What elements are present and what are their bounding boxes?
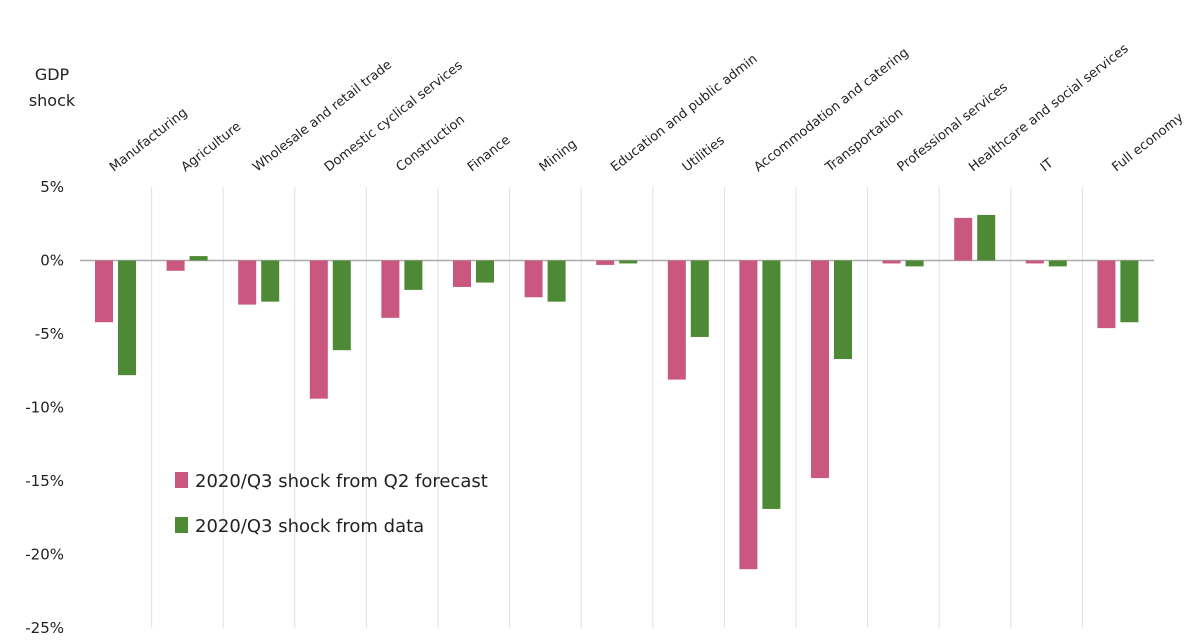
bar <box>1025 260 1044 264</box>
y-tick-label: 5% <box>40 178 64 196</box>
bar <box>1120 260 1139 323</box>
bar <box>476 260 494 283</box>
y-tick-label: -20% <box>25 546 64 564</box>
bar <box>619 260 638 264</box>
bar <box>739 260 758 570</box>
bar <box>1048 260 1067 267</box>
x-tick-label: Education and public admin <box>608 52 760 176</box>
bar <box>667 260 686 380</box>
bar <box>882 260 901 264</box>
y-axis-label: GDP shock <box>28 65 76 110</box>
y-tick-label: -25% <box>25 619 64 637</box>
bar <box>762 260 781 509</box>
bar <box>453 260 471 287</box>
bar <box>95 260 113 323</box>
bar <box>1097 260 1116 329</box>
x-tick-label: Full economy <box>1109 110 1186 175</box>
y-tick-label: -10% <box>25 399 64 417</box>
x-tick-label: Mining <box>537 137 580 175</box>
x-tick-label: Finance <box>465 133 513 175</box>
legend-label: 2020/Q3 shock from data <box>195 516 424 537</box>
bar <box>954 217 973 261</box>
y-tick-label: -15% <box>25 472 64 490</box>
legend-swatch <box>175 472 188 488</box>
x-tick-label: Wholesale and retail trade <box>250 58 395 176</box>
bar <box>524 260 543 298</box>
bar <box>118 260 136 376</box>
y-tick-label: -5% <box>35 325 64 343</box>
legend-swatch <box>175 517 188 533</box>
legend-label: 2020/Q3 shock from Q2 forecast <box>195 471 488 492</box>
x-tick-label: Manufacturing <box>107 105 190 175</box>
x-tick-label: Domestic cyclical services <box>322 58 466 175</box>
x-tick-label: Healthcare and social services <box>966 41 1132 175</box>
bar <box>261 260 280 302</box>
bar <box>238 260 257 305</box>
bar <box>834 260 852 359</box>
bar <box>811 260 829 479</box>
x-tick-label: Utilities <box>680 133 728 175</box>
x-tick-label: Construction <box>393 112 467 175</box>
bar <box>189 256 208 261</box>
x-tick-label: Agriculture <box>179 119 245 175</box>
bar <box>381 260 400 318</box>
bar <box>166 260 185 271</box>
bar <box>977 214 996 261</box>
bar <box>404 260 423 290</box>
x-tick-label: IT <box>1038 156 1057 175</box>
bar <box>690 260 709 337</box>
bar <box>332 260 351 351</box>
y-tick-label: 0% <box>40 252 64 270</box>
bar <box>547 260 566 302</box>
bar <box>596 260 615 265</box>
bar <box>905 260 924 267</box>
bar <box>309 260 328 399</box>
